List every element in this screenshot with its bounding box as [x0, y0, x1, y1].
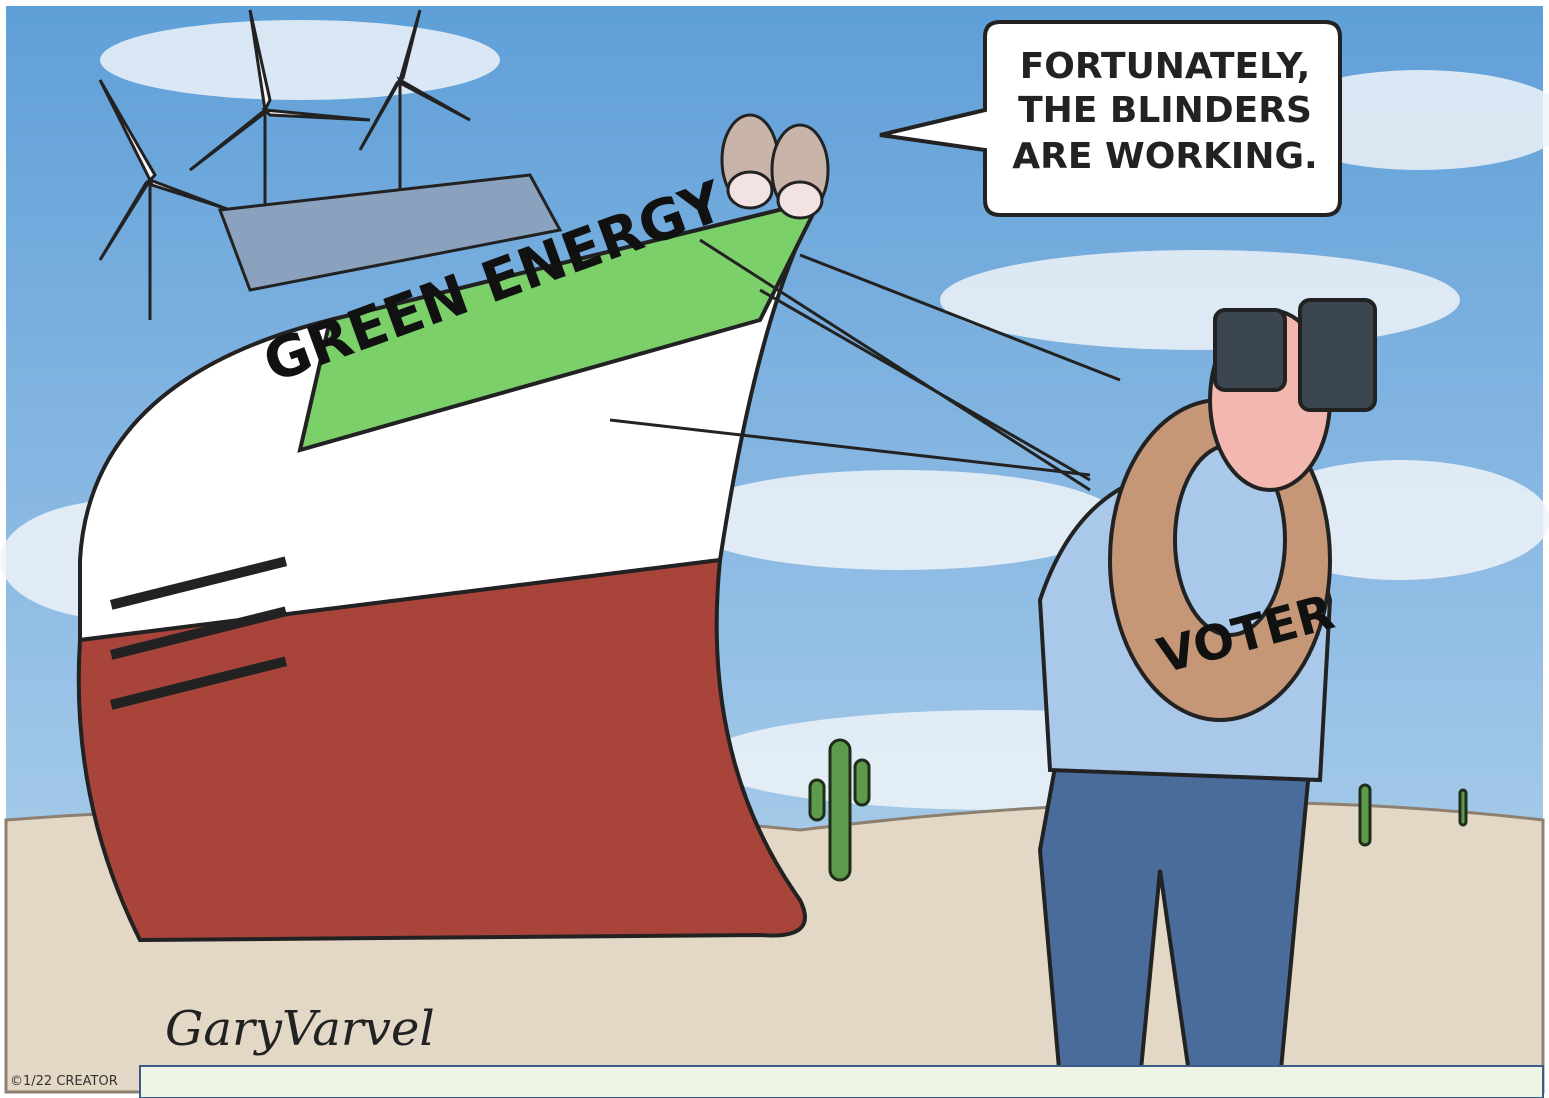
- caption-box: [140, 1066, 1543, 1098]
- speech-line: FORTUNATELY,: [1020, 46, 1311, 87]
- signature: GaryVarvel: [165, 1001, 435, 1057]
- cartoon: GREEN ENERGY VOTER FORTUNATELY, THE BLIN…: [0, 0, 1549, 1098]
- speech-line: ARE WORKING.: [1012, 136, 1317, 177]
- speech-line: THE BLINDERS: [1018, 90, 1312, 131]
- copyright: ©1/22 CREATOR: [10, 1074, 118, 1089]
